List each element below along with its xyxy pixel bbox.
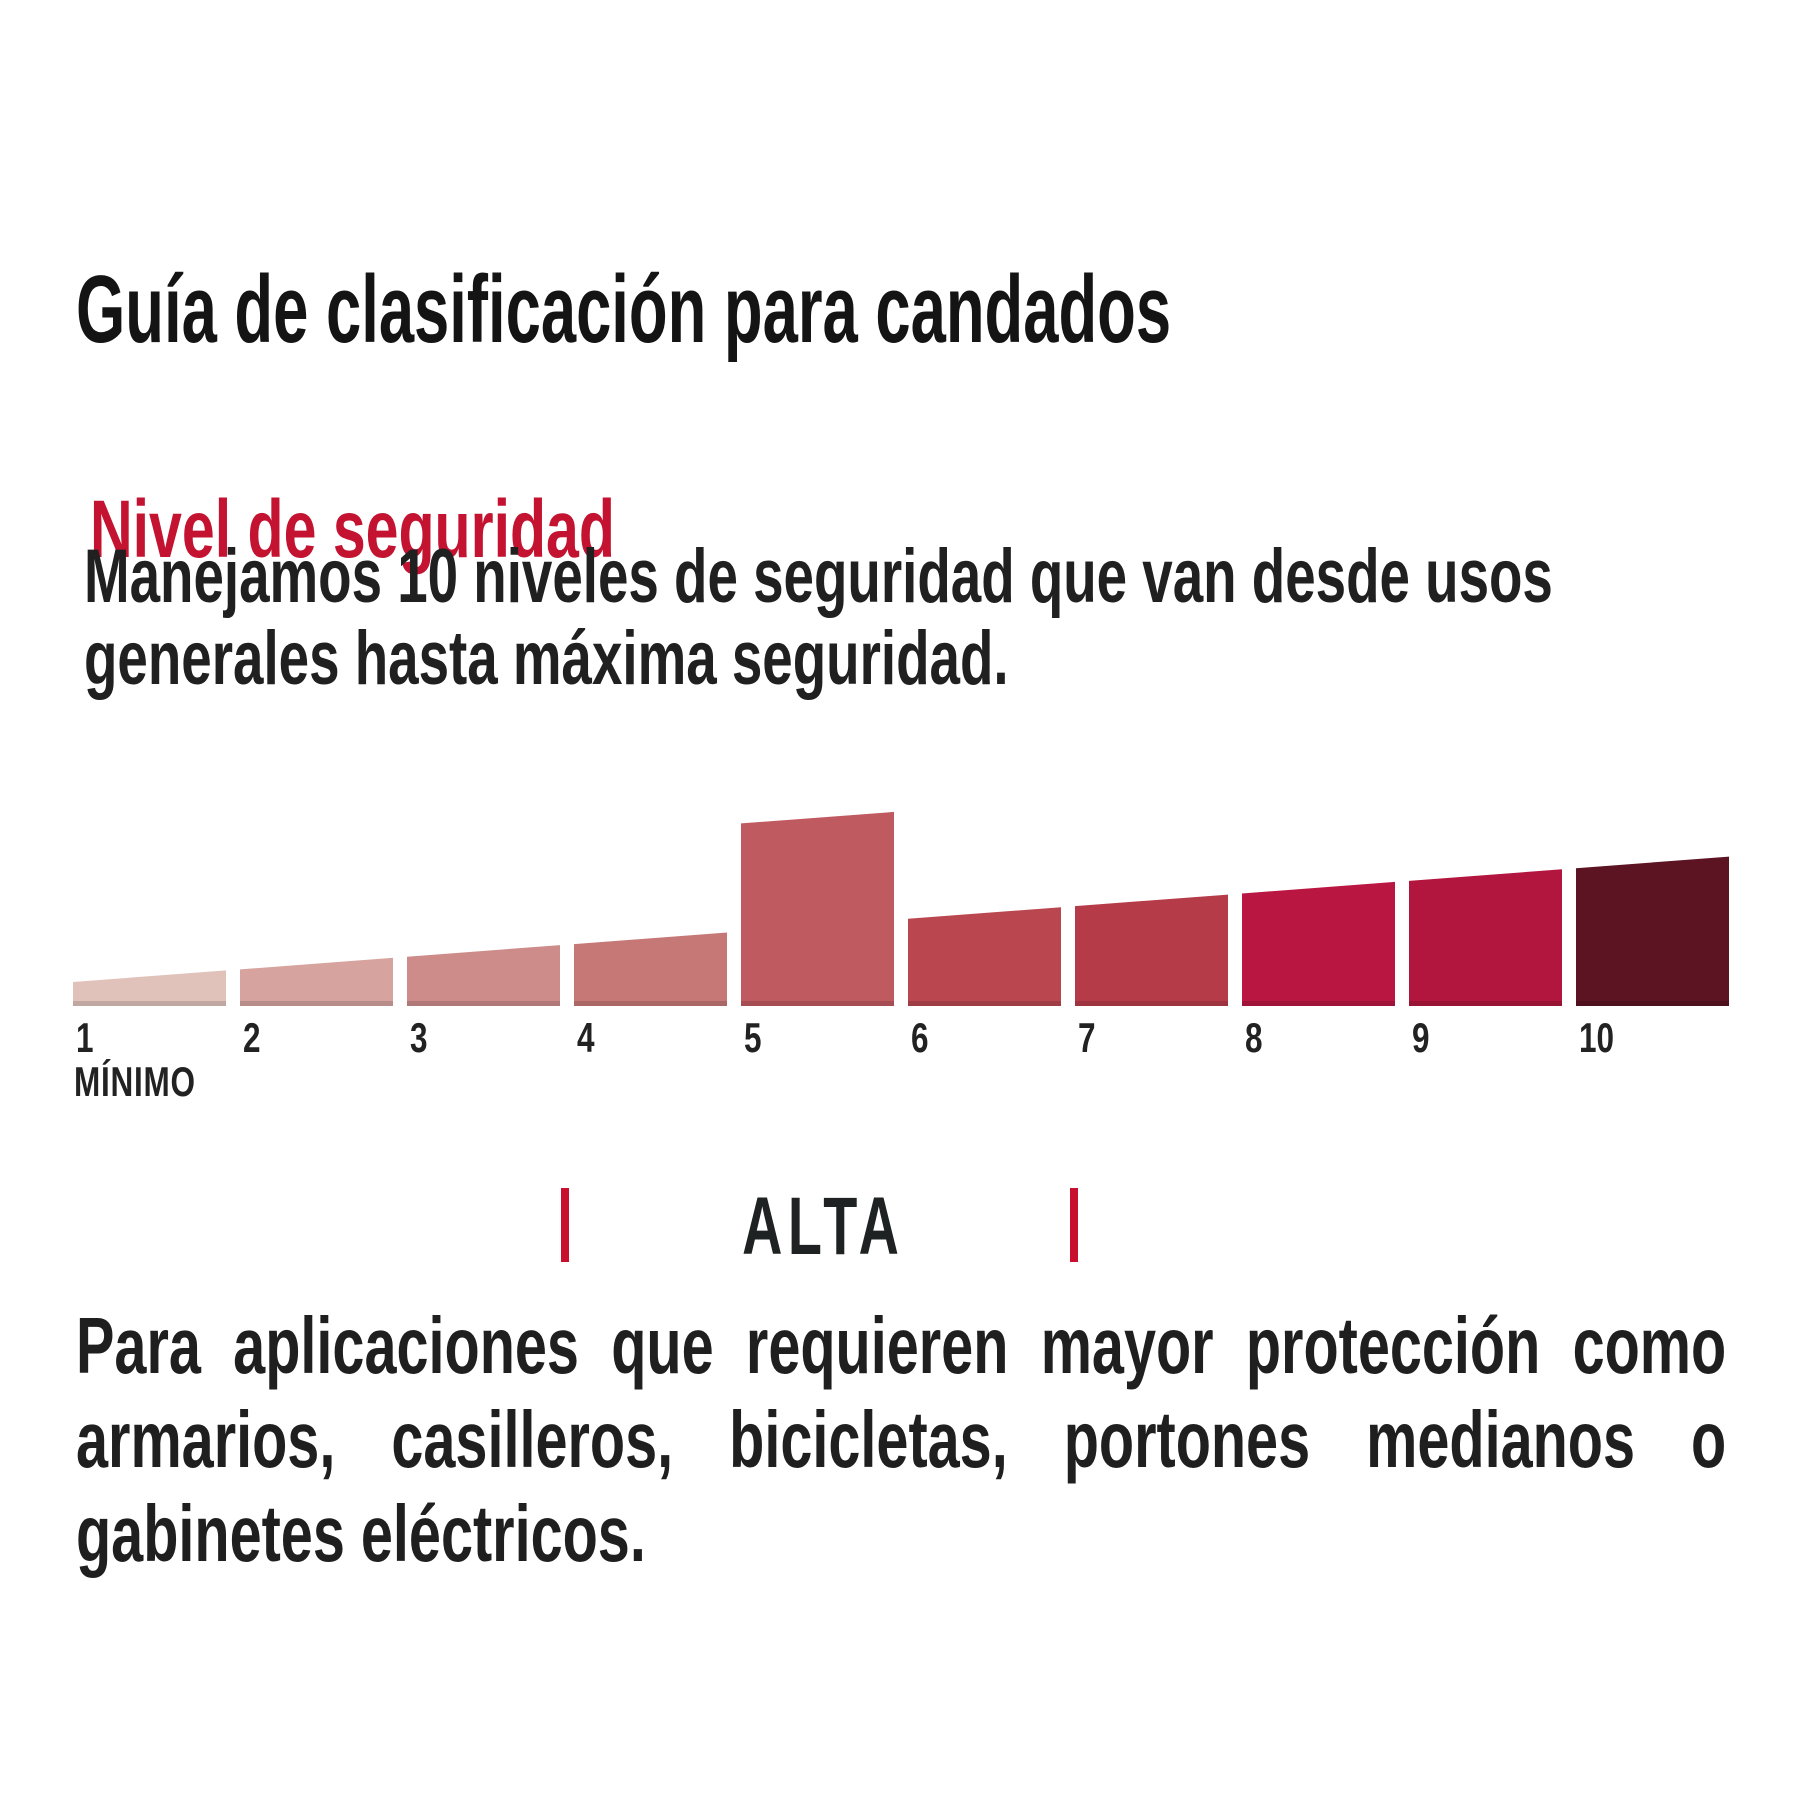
bar-axis-label-text: 1: [76, 1014, 94, 1061]
footer-paragraph: Para aplicaciones que requieren mayor protecc…: [76, 1299, 1726, 1581]
bar-level-4: [574, 932, 727, 1006]
footer-word: como: [1572, 1301, 1727, 1390]
bar-base-edge: [407, 1001, 560, 1006]
bar-base-edge: [73, 1001, 226, 1006]
bar-level-10: [1576, 856, 1729, 1006]
bar-level-9: [1409, 869, 1562, 1006]
bar-axis-label-text: 8: [1245, 1014, 1263, 1061]
page-title: Guía de clasificación para candados: [76, 262, 1735, 358]
bar-level-5: [741, 811, 894, 1006]
bar-axis-label-1: 1: [76, 1016, 99, 1060]
bar-axis-label-8: 8: [1245, 1016, 1268, 1060]
bar-axis-label-7: 7: [1078, 1016, 1101, 1060]
footer-word: casilleros,: [391, 1395, 674, 1484]
footer-word: medianos: [1366, 1395, 1636, 1484]
footer-word: aplicaciones: [233, 1301, 579, 1390]
footer-word: armarios,: [76, 1395, 336, 1484]
description-line-1: Manejamos 10 niveles de seguridad que va…: [84, 534, 1553, 619]
bar-axis-label-3: 3: [410, 1016, 433, 1060]
bar-axis-label-text: 9: [1412, 1014, 1430, 1061]
footer-word: o: [1691, 1395, 1727, 1484]
bar-axis-label-text: 2: [243, 1014, 261, 1061]
bar-base-edge: [574, 1001, 727, 1006]
bar-axis-label-text: 5: [744, 1014, 762, 1061]
footer-line-2: armarios, casilleros, bicicletas, portones m…: [76, 1393, 1726, 1487]
bar-axis-label-10: 10: [1579, 1016, 1626, 1060]
footer-word: que: [611, 1301, 714, 1390]
bar-base-edge: [1075, 1001, 1228, 1006]
footer-word: mayor: [1040, 1301, 1214, 1390]
bar-level-8: [1242, 881, 1395, 1006]
alta-range-tick-right: [1070, 1188, 1078, 1262]
bar-base-edge: [908, 1001, 1061, 1006]
bar-base-edge: [1409, 1001, 1562, 1006]
footer-word: portones: [1063, 1395, 1311, 1484]
description-line-2: generales hasta máxima seguridad.: [84, 616, 1009, 701]
bar-base-edge: [1576, 1001, 1729, 1006]
section-description: Manejamos 10 niveles de seguridad que va…: [84, 536, 1553, 700]
bar-axis-label-2: 2: [243, 1016, 266, 1060]
footer-word: protección: [1245, 1301, 1541, 1390]
bar-base-edge: [1242, 1001, 1395, 1006]
bar-level-7: [1075, 894, 1228, 1006]
bar-axis-label-4: 4: [577, 1016, 600, 1060]
section-title: Nivel de seguridad: [90, 489, 819, 571]
bar-axis-label-5: 5: [744, 1016, 767, 1060]
bar-base-edge: [741, 1001, 894, 1006]
bar-axis-label-text: 7: [1078, 1014, 1096, 1061]
footer-word: bicicletas,: [729, 1395, 1008, 1484]
bar-axis-label-6: 6: [911, 1016, 934, 1060]
bar-base-edge: [240, 1001, 393, 1006]
alta-range-tick-left: [561, 1188, 569, 1262]
footer-word: requieren: [745, 1301, 1009, 1390]
bar-level-3: [407, 945, 560, 1006]
bar-axis-label-text: 3: [410, 1014, 428, 1061]
bar-axis-label-text: 4: [577, 1014, 595, 1061]
page-title-text: Guía de clasificación para candados: [76, 256, 1172, 364]
bar-axis-label-9: 9: [1412, 1016, 1435, 1060]
bar-level-1: [73, 970, 226, 1006]
bar-level-2: [240, 957, 393, 1006]
section-title-text: Nivel de seguridad: [90, 484, 615, 576]
bar-axis-label-text: 6: [911, 1014, 929, 1061]
minimum-axis-label: MÍNIMO: [74, 1058, 196, 1105]
footer-word: Para: [76, 1301, 201, 1390]
footer-line-3: gabinetes eléctricos.: [76, 1489, 646, 1578]
footer-line-1: Para aplicaciones que requieren mayor protecc…: [76, 1299, 1726, 1393]
bar-level-6: [908, 907, 1061, 1006]
alta-range-label: ALTA: [741, 1181, 905, 1272]
bar-axis-label-text: 10: [1579, 1014, 1615, 1061]
